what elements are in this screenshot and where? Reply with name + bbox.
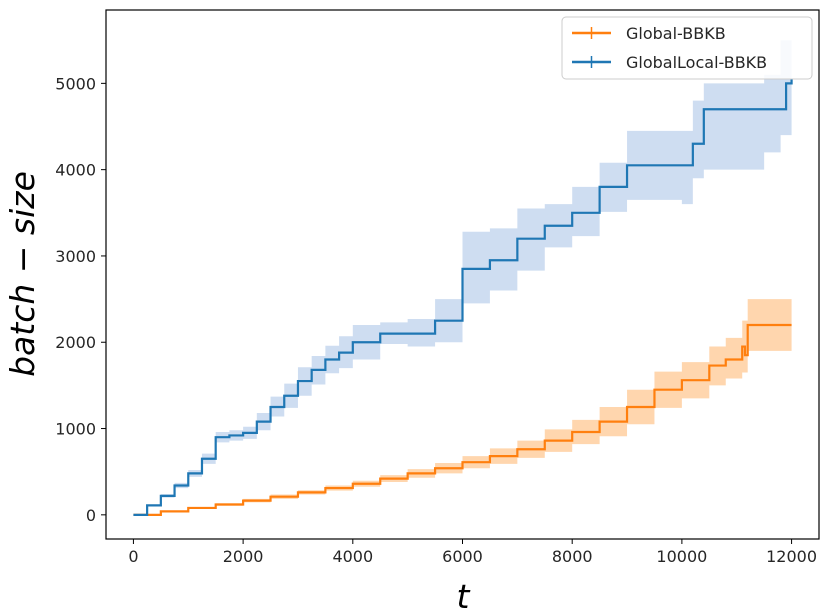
x-tick-label: 0 xyxy=(128,547,138,566)
series-line-globallocal-bbkb xyxy=(133,79,793,516)
y-tick-label: 1000 xyxy=(55,420,96,439)
x-tick-label: 12000 xyxy=(766,547,817,566)
y-tick-label: 5000 xyxy=(55,74,96,93)
y-tick-label: 0 xyxy=(86,506,96,525)
series-line-global-bbkb xyxy=(133,323,792,516)
x-tick-label: 8000 xyxy=(552,547,593,566)
plot-area xyxy=(133,40,793,516)
x-tick-label: 10000 xyxy=(656,547,707,566)
y-tick-label: 2000 xyxy=(55,333,96,352)
x-tick-label: 4000 xyxy=(332,547,373,566)
y-tick-label: 3000 xyxy=(55,247,96,266)
legend-label-global-bbkb: Global-BBKB xyxy=(626,24,726,43)
legend-label-globallocal-bbkb: GlobalLocal-BBKB xyxy=(626,53,767,72)
band-global-bbkb xyxy=(133,299,792,515)
y-axis-label: batch − size xyxy=(3,171,42,377)
y-tick-label: 4000 xyxy=(55,161,96,180)
x-axis-label: t xyxy=(457,577,471,615)
x-tick-label: 2000 xyxy=(223,547,264,566)
legend: Global-BBKB GlobalLocal-BBKB xyxy=(561,16,813,80)
y-axis: 0 1000 2000 3000 4000 5000 xyxy=(55,74,106,525)
x-axis: 0 2000 4000 6000 8000 10000 12000 xyxy=(128,539,817,566)
x-tick-label: 6000 xyxy=(442,547,483,566)
legend-box xyxy=(561,16,813,80)
